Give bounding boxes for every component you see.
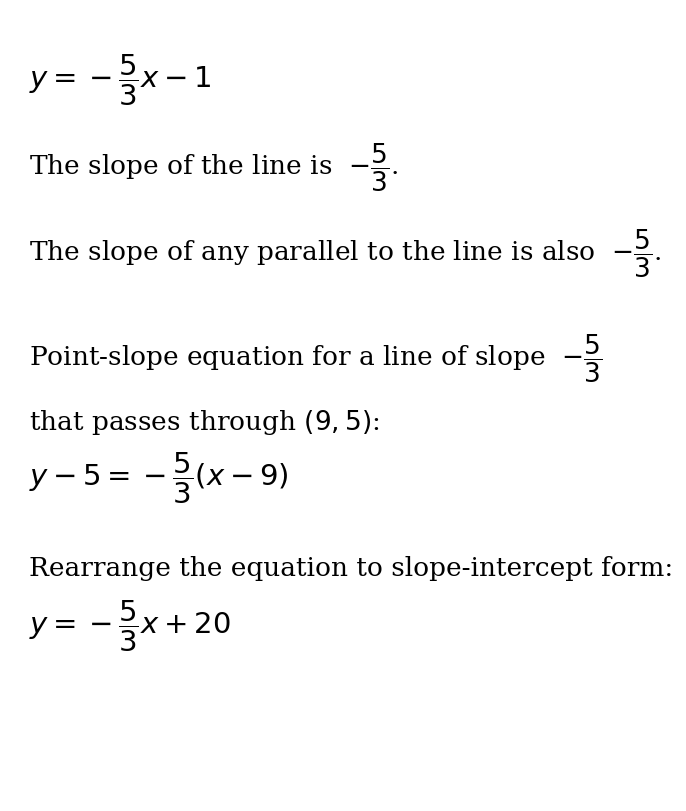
Text: $y = -\dfrac{5}{3}x + 20$: $y = -\dfrac{5}{3}x + 20$ <box>29 599 230 654</box>
Text: $y - 5 = -\dfrac{5}{3}(x - 9)$: $y - 5 = -\dfrac{5}{3}(x - 9)$ <box>29 450 289 505</box>
Text: $y = -\dfrac{5}{3}x - 1$: $y = -\dfrac{5}{3}x - 1$ <box>29 53 211 108</box>
Text: that passes through $(9,5)$:: that passes through $(9,5)$: <box>29 407 379 436</box>
Text: Point-slope equation for a line of slope  $-\dfrac{5}{3}$: Point-slope equation for a line of slope… <box>29 333 602 384</box>
Text: The slope of any parallel to the line is also  $-\dfrac{5}{3}$.: The slope of any parallel to the line is… <box>29 227 661 279</box>
Text: The slope of the line is  $-\dfrac{5}{3}$.: The slope of the line is $-\dfrac{5}{3}$… <box>29 142 399 194</box>
Text: Rearrange the equation to slope-intercept form:: Rearrange the equation to slope-intercep… <box>29 556 673 581</box>
